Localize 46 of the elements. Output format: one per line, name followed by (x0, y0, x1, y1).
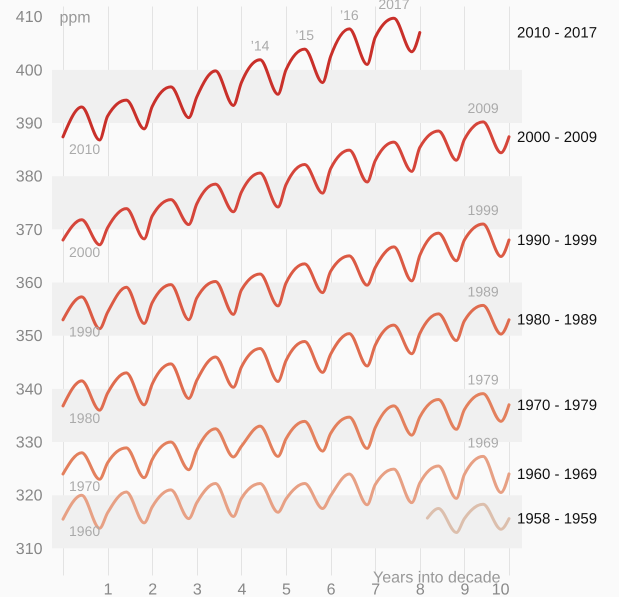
series-label: 1958 - 1959 (517, 510, 598, 528)
annotation: 1969 (468, 434, 499, 450)
x-tick-label: 3 (192, 582, 202, 597)
y-tick-label: 310 (16, 540, 43, 558)
annotation: 1989 (468, 283, 499, 300)
annotation: 1980 (69, 410, 100, 426)
annotation: ’16 (340, 6, 359, 23)
annotation: 1999 (468, 202, 499, 218)
annotation: 1960 (69, 523, 100, 540)
x-tick-label: 4 (237, 582, 246, 597)
y-tick-label: 370 (16, 222, 43, 239)
y-tick-label: 330 (16, 434, 43, 452)
line-series (62, 304, 510, 412)
series-label: 1990 - 1999 (517, 232, 598, 249)
annotation: 2009 (468, 100, 499, 116)
line-series (62, 392, 510, 481)
annotation: 1990 (69, 324, 100, 340)
y-tick-label: 410 (16, 9, 43, 26)
annotation: 1970 (69, 478, 100, 494)
x-tick-label: 9 (460, 582, 470, 597)
series-label: 2000 - 2009 (517, 128, 598, 146)
x-tick-label: 1 (104, 582, 113, 597)
annotation: 2010 (69, 140, 100, 157)
y-tick-label: 340 (16, 381, 43, 398)
y-tick-label: 350 (16, 328, 43, 346)
text: 2010 - 2017 (517, 24, 598, 42)
series-label: 1960 - 1969 (517, 466, 598, 483)
series-label: 1980 - 1989 (517, 312, 598, 329)
y-tick-label: 400 (16, 62, 43, 80)
line-series (426, 502, 510, 534)
y-tick-label: 360 (16, 275, 43, 292)
x-tick-label: 5 (282, 582, 292, 597)
annotation: ’14 (250, 38, 270, 54)
line-series (62, 120, 510, 246)
y-tick-label: 390 (16, 115, 43, 132)
y-tick-label: 320 (16, 488, 43, 505)
y-tick-label: 380 (16, 168, 43, 186)
annotation: 1979 (468, 372, 499, 388)
annotation: ’15 (295, 27, 314, 44)
annotation: 2000 (69, 244, 100, 260)
x-tick-label: 8 (416, 582, 425, 597)
x-tick-label: 2 (148, 582, 158, 597)
x-tick-label: 6 (326, 582, 336, 597)
y-axis-title: ppm (60, 10, 91, 26)
x-tick-label: 10 (492, 582, 510, 597)
series-label: 1970 - 1979 (517, 396, 598, 414)
